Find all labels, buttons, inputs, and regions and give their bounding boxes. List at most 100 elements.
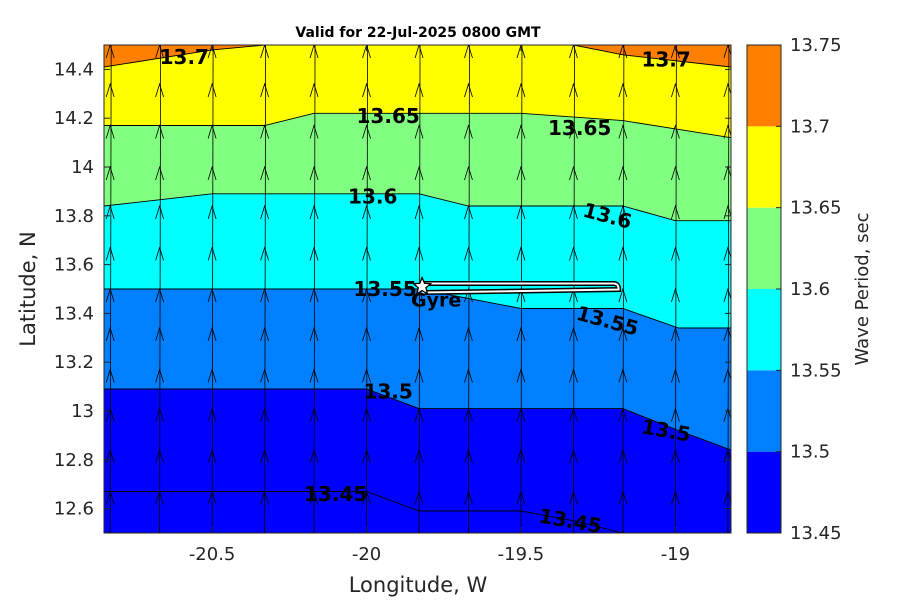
vector-arrow	[569, 246, 578, 261]
vector-arrow	[516, 45, 526, 59]
vector-arrow	[671, 287, 680, 303]
y-tick-label: 13.8	[54, 206, 94, 227]
vector-arrow	[464, 82, 473, 98]
vector-arrow	[362, 204, 371, 220]
vector-arrow	[155, 204, 164, 220]
vector-arrow	[260, 368, 269, 383]
vector-arrow	[671, 165, 680, 181]
vector-arrow	[618, 124, 628, 139]
contour-line-13.45	[104, 491, 624, 533]
vector-arrow	[105, 204, 115, 220]
vector-arrow	[671, 407, 680, 422]
contour-label: 13.7	[641, 48, 690, 72]
vector-arrow	[569, 124, 578, 139]
colorbar-tick-label: 13.6	[790, 279, 830, 300]
x-tick-label: -19	[661, 544, 690, 565]
vector-arrow	[569, 45, 578, 59]
vector-arrow	[618, 246, 628, 261]
vector-arrow	[464, 204, 473, 220]
vector-arrow	[105, 448, 115, 464]
vector-arrow	[207, 124, 217, 139]
vector-arrow	[569, 368, 578, 383]
vector-arrow	[362, 165, 371, 181]
gyre-marker-star-icon	[411, 275, 433, 296]
colorbar-band	[747, 289, 781, 371]
vector-arrow	[464, 124, 473, 139]
vector-arrow	[671, 246, 680, 261]
x-axis-label: Longitude, W	[349, 573, 488, 597]
colorbar-tick-label: 13.65	[790, 198, 842, 219]
colorbar-tick-label: 13.5	[790, 442, 830, 463]
vector-arrow	[414, 407, 424, 422]
vector-arrow	[618, 82, 628, 98]
vector-arrow	[263, 529, 266, 533]
track-line	[422, 282, 620, 294]
colorbar-tick-label: 13.55	[790, 360, 842, 381]
vector-arrow	[414, 448, 424, 464]
vector-arrow	[207, 326, 217, 342]
vector-arrow	[464, 287, 473, 303]
vector-arrow	[155, 124, 164, 139]
vector-arrow	[618, 326, 628, 342]
vector-arrow	[621, 529, 625, 533]
vector-arrow	[105, 45, 115, 59]
gyre-marker-label: Gyre	[411, 290, 461, 312]
y-tick-label: 13	[71, 401, 94, 422]
vector-arrow	[516, 490, 526, 505]
vector-arrow	[464, 246, 473, 261]
vector-arrow	[516, 204, 526, 220]
y-tick-label: 13.4	[54, 303, 94, 324]
vector-arrow	[362, 490, 371, 505]
vector-arrow	[671, 204, 680, 220]
vector-arrow	[105, 326, 115, 342]
vector-arrow	[362, 407, 371, 422]
vector-arrow	[155, 246, 164, 261]
chart-title: Valid for 22-Jul-2025 0800 GMT	[295, 25, 541, 41]
vector-arrow	[260, 165, 269, 181]
vector-arrow	[618, 407, 628, 422]
contour-label: 13.65	[548, 116, 611, 140]
colorbar-tick-label: 13.7	[790, 116, 830, 137]
vector-arrow	[671, 45, 680, 59]
contour-line-13.65	[104, 112, 731, 139]
vector-arrow	[260, 326, 269, 342]
vector-arrow	[309, 368, 319, 383]
vector-arrow	[569, 490, 578, 505]
vector-arrow	[105, 124, 115, 139]
vector-arrow	[414, 45, 424, 59]
vector-arrow	[671, 326, 680, 342]
vector-arrow	[417, 529, 421, 533]
band-above-13.7	[104, 45, 731, 67]
colorbar-band	[747, 45, 781, 127]
vector-arrow	[516, 368, 526, 383]
vector-arrow	[414, 326, 424, 342]
vector-arrow	[362, 246, 371, 261]
vector-arrow	[155, 407, 164, 422]
colorbar-band	[747, 126, 781, 208]
colorbar-band	[747, 207, 781, 289]
vector-arrow	[207, 287, 217, 303]
vector-arrow	[569, 82, 578, 98]
vector-arrow	[260, 448, 269, 464]
vector-arrow	[260, 82, 269, 98]
vector-arrow	[207, 368, 217, 383]
vector-arrow	[309, 165, 319, 181]
vector-arrow	[362, 82, 371, 98]
vector-arrow	[260, 407, 269, 422]
plot-frame	[103, 44, 732, 534]
vector-arrow	[464, 490, 473, 505]
y-tick-label: 14	[71, 157, 94, 178]
vector-arrow	[309, 490, 319, 505]
colorbar-tick-label: 13.75	[790, 35, 842, 56]
vector-arrow	[414, 246, 424, 261]
vector-arrow	[569, 165, 578, 181]
vector-arrow	[309, 45, 319, 59]
vector-arrow	[207, 204, 217, 220]
vector-arrow	[362, 368, 371, 383]
vector-arrow	[260, 490, 269, 505]
vector-arrow	[309, 246, 319, 261]
plot-area: 13.7 13.713.6513.6513.613.613.5513.5513.5…	[103, 44, 732, 538]
vector-arrow	[618, 45, 628, 59]
colorbar-band	[747, 451, 781, 533]
vector-arrow	[207, 246, 217, 261]
